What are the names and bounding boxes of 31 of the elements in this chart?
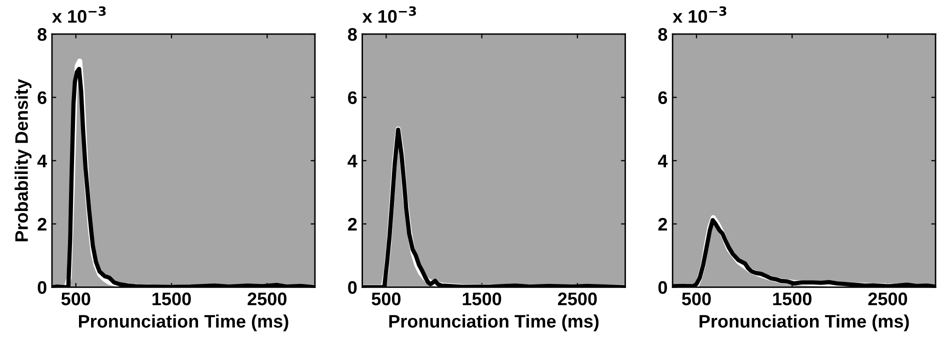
y-tick-label: 6 (348, 91, 357, 104)
y-tick-label: 8 (38, 28, 47, 41)
x-tick-label: 2500 (558, 292, 597, 306)
x-tick-label: 500 (61, 292, 90, 306)
x-tick-label: 1500 (152, 292, 191, 306)
y-tick-label: 8 (658, 28, 668, 41)
y-tick-label: 8 (348, 28, 357, 41)
y-tick-label: 6 (38, 91, 46, 104)
y-tick-label: 2 (38, 218, 46, 230)
text: x 10$^{−3}$ (52, 6, 106, 23)
y-tick-label: 0 (348, 281, 357, 294)
x-tick-label: 1500 (773, 292, 812, 306)
y-tick-label: 0 (658, 281, 667, 294)
y-tick-label: 4 (37, 154, 48, 168)
y-tick-label: 6 (658, 91, 668, 104)
y-tick-label: 2 (348, 218, 357, 230)
x-tick-label: 2500 (868, 292, 908, 306)
x-tick-label: 500 (372, 292, 401, 306)
y-tick-label: 4 (348, 154, 358, 168)
x-axis-title: Pronunciation Time (ms) (78, 314, 288, 332)
x-axis-title: Pronunciation Time (ms) (700, 314, 909, 332)
y-tick-label: 4 (658, 154, 668, 168)
y-tick-label: 0 (38, 281, 46, 294)
x-tick-label: 2500 (248, 292, 286, 306)
text: x 10$^{−3}$ (672, 6, 726, 23)
x-axis-title: Pronunciation Time (ms) (389, 314, 599, 332)
text: x 10$^{−3}$ (362, 6, 416, 23)
y-axis-title: Probability Density (14, 78, 32, 242)
x-tick-label: 1500 (462, 292, 502, 306)
y-tick-label: 2 (658, 218, 667, 230)
x-tick-label: 500 (682, 292, 711, 306)
